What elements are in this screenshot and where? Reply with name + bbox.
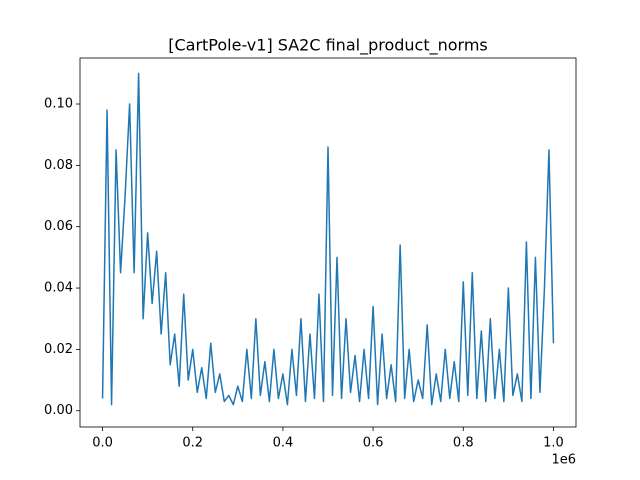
- y-tick-label: 0.10: [44, 97, 73, 112]
- axes-frame: [79, 57, 577, 428]
- x-offset-label: 1e6: [551, 453, 576, 468]
- y-tick-label: 0.00: [44, 403, 73, 418]
- x-tick-label: 0.2: [182, 436, 203, 451]
- x-tick-label: 0.0: [92, 436, 113, 451]
- data-line: [101, 72, 555, 406]
- y-tick-label: 0.02: [44, 342, 73, 357]
- y-tick-label: 0.04: [44, 281, 73, 296]
- x-tick-label: 0.8: [453, 436, 474, 451]
- x-tick-label: 0.6: [363, 436, 384, 451]
- x-tick-label: 0.4: [273, 436, 294, 451]
- x-tick-label: 1.0: [543, 436, 564, 451]
- chart-title: [CartPole-v1] SA2C final_product_norms: [168, 36, 488, 56]
- y-tick-label: 0.08: [44, 158, 73, 173]
- y-tick-label: 0.06: [44, 219, 73, 234]
